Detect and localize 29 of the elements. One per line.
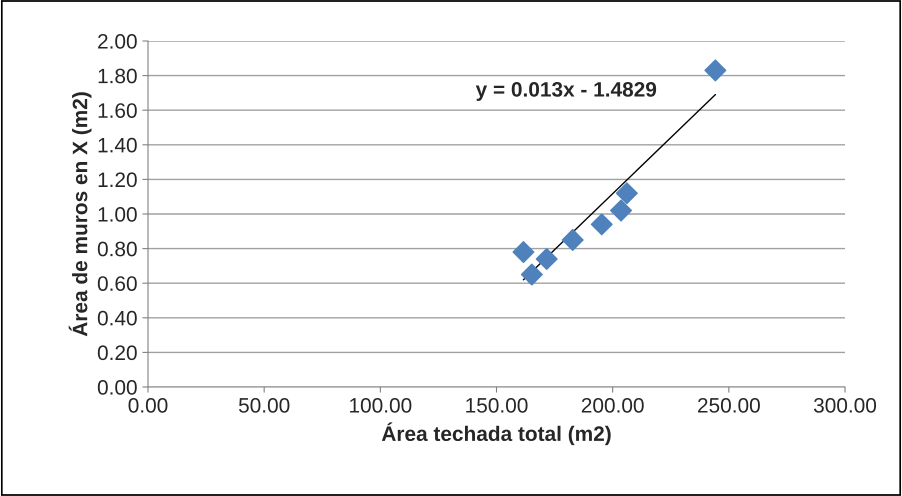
point (520, 264, 543, 286)
y-tick-label: 0.00 (98, 380, 137, 395)
x-tick-label: 50.00 (238, 398, 290, 413)
x-tick-label: 250.00 (698, 398, 760, 413)
y-tick-label: 0.60 (98, 276, 137, 291)
point (610, 200, 632, 222)
y-tick-label: 0.80 (98, 242, 137, 256)
point (590, 213, 613, 236)
point (616, 182, 638, 204)
point (562, 228, 584, 251)
point (536, 248, 558, 270)
x-tick-label: 150.00 (466, 398, 528, 413)
y-axis-title: Área de muros en X (m2) (68, 92, 92, 336)
x-tick-label: 300.00 (814, 398, 876, 413)
y-tick-label: 2.00 (98, 34, 137, 49)
y-tick-label: 1.40 (98, 138, 137, 153)
y-tick-label: 1.60 (98, 103, 137, 118)
point (704, 59, 726, 82)
x-tick-label: 200.00 (582, 398, 644, 413)
y-tick-label: 1.20 (98, 172, 137, 188)
y-tick-label: 0.40 (98, 310, 137, 326)
x-tick-label: 0.00 (128, 398, 168, 413)
y-tick-label: 1.80 (98, 68, 137, 84)
x-axis-title: Área techada total (m2) (382, 422, 611, 446)
x-tick-label: 100.00 (350, 398, 412, 413)
point (512, 241, 534, 264)
y-tick-label: 0.20 (98, 345, 137, 360)
annotation: y = 0.013x - 1.4829 (476, 82, 656, 101)
y-tick-label: 1.00 (98, 207, 137, 222)
